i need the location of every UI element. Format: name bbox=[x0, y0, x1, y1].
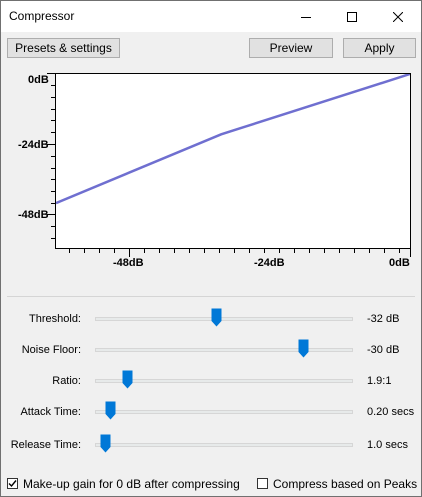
attack-time-slider-thumb[interactable] bbox=[105, 401, 116, 420]
y-tick-minus24db: -24dB bbox=[18, 139, 49, 151]
ratio-slider-thumb[interactable] bbox=[122, 370, 133, 389]
ratio-slider[interactable] bbox=[95, 379, 353, 383]
release-time-slider[interactable] bbox=[95, 443, 353, 447]
maximize-icon bbox=[347, 11, 357, 22]
title-bar: Compressor bbox=[1, 1, 421, 32]
ratio-value: 1.9:1 bbox=[367, 375, 392, 387]
apply-button[interactable]: Apply bbox=[343, 38, 416, 58]
maximize-button[interactable] bbox=[329, 1, 375, 32]
y-axis-ticks bbox=[47, 73, 55, 239]
minimize-button[interactable] bbox=[283, 1, 329, 32]
threshold-label: Threshold: bbox=[29, 313, 81, 325]
compression-curve-svg bbox=[56, 74, 410, 205]
x-axis-ticks bbox=[69, 249, 411, 257]
threshold-slider[interactable] bbox=[95, 317, 353, 321]
presets-settings-button[interactable]: Presets & settings bbox=[7, 38, 120, 58]
compression-curve-plot bbox=[55, 73, 411, 249]
threshold-value: -32 dB bbox=[367, 313, 400, 325]
compression-curve-line bbox=[56, 74, 410, 205]
attack-time-label: Attack Time: bbox=[20, 406, 81, 418]
attack-time-slider[interactable] bbox=[95, 410, 353, 414]
x-tick-0db: 0dB bbox=[389, 257, 410, 269]
close-icon bbox=[393, 11, 403, 22]
x-tick-minus48db: -48dB bbox=[113, 257, 144, 269]
window-title: Compressor bbox=[9, 9, 75, 23]
ratio-label: Ratio: bbox=[52, 375, 81, 387]
compress-peaks-checkbox[interactable] bbox=[257, 478, 268, 489]
section-divider bbox=[7, 296, 415, 297]
noise-floor-label: Noise Floor: bbox=[21, 344, 81, 356]
checkmark-icon bbox=[8, 480, 17, 488]
close-button[interactable] bbox=[375, 1, 421, 32]
preview-button[interactable]: Preview bbox=[249, 38, 333, 58]
release-time-label: Release Time: bbox=[10, 439, 81, 451]
attack-time-value: 0.20 secs bbox=[367, 406, 415, 418]
makeup-gain-label[interactable]: Make-up gain for 0 dB after compressing bbox=[23, 477, 240, 491]
compress-peaks-label[interactable]: Compress based on Peaks bbox=[273, 477, 418, 491]
release-time-slider-thumb[interactable] bbox=[100, 434, 111, 453]
minimize-icon bbox=[301, 16, 311, 18]
makeup-gain-checkbox[interactable] bbox=[7, 478, 18, 489]
y-tick-minus48db: -48dB bbox=[18, 209, 49, 221]
noise-floor-slider-thumb[interactable] bbox=[298, 339, 309, 358]
y-tick-0db: 0dB bbox=[28, 74, 49, 86]
x-tick-minus24db: -24dB bbox=[254, 257, 285, 269]
release-time-value: 1.0 secs bbox=[367, 439, 408, 451]
threshold-slider-thumb[interactable] bbox=[211, 308, 222, 327]
noise-floor-value: -30 dB bbox=[367, 344, 400, 356]
noise-floor-slider[interactable] bbox=[95, 348, 353, 352]
